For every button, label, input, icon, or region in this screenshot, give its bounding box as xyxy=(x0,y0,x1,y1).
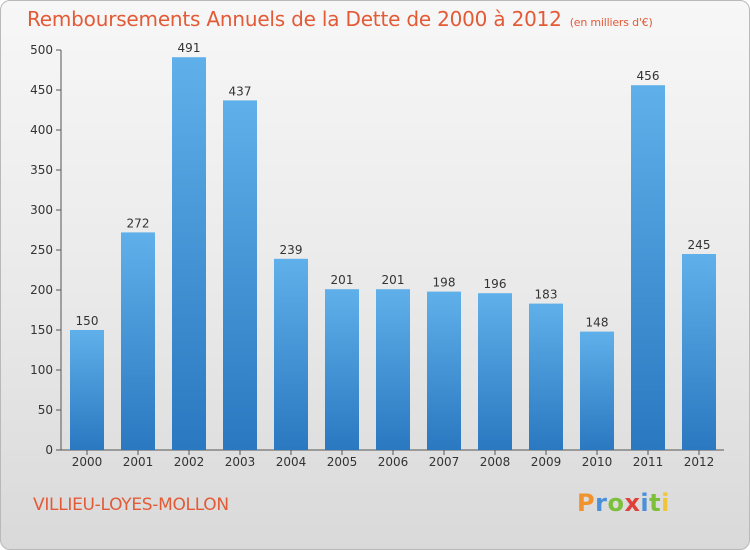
bars: 150 272 491 437 239 201 201 198 196 183 148 456 245 xyxy=(70,41,716,451)
logo-letter: i xyxy=(640,489,650,517)
axes: 0 50 100 150 200 250 300 350 400 450 500 2000 2001 20… xyxy=(30,43,724,469)
data-label: 491 xyxy=(178,41,201,55)
y-tick-label: 100 xyxy=(30,363,53,377)
bar xyxy=(427,291,461,450)
logo-letter: x xyxy=(624,489,641,517)
logo-letter: P xyxy=(577,489,596,517)
chart-unit: (en milliers d'€) xyxy=(569,16,653,29)
bar xyxy=(121,232,155,450)
data-label: 196 xyxy=(484,277,507,291)
bar xyxy=(172,57,206,450)
x-tick-label: 2000 xyxy=(72,455,103,469)
x-tick-label: 2011 xyxy=(633,455,664,469)
bar xyxy=(529,303,563,450)
bar xyxy=(70,330,104,450)
bar xyxy=(631,85,665,450)
logo-letter: i xyxy=(661,489,670,517)
bar xyxy=(325,289,359,450)
bar xyxy=(682,254,716,450)
data-label: 183 xyxy=(535,288,558,302)
bar xyxy=(580,331,614,450)
logo-letter: o xyxy=(607,489,625,517)
x-tick-label: 2012 xyxy=(684,455,715,469)
data-label: 148 xyxy=(586,316,609,330)
data-label: 201 xyxy=(382,273,405,287)
data-label: 456 xyxy=(637,69,660,83)
y-tick-label: 150 xyxy=(30,323,53,337)
chart-title: Remboursements Annuels de la Dette de 20… xyxy=(27,7,653,31)
data-label: 239 xyxy=(280,243,303,257)
commune-name: VILLIEU-LOYES-MOLLON xyxy=(33,495,229,515)
x-tick-label: 2002 xyxy=(174,455,205,469)
data-label: 198 xyxy=(433,276,456,290)
x-tick-label: 2007 xyxy=(429,455,460,469)
proxiti-logo: Proxiti xyxy=(577,489,670,517)
bar xyxy=(478,293,512,450)
logo-letter: r xyxy=(595,489,608,517)
y-tick-label: 250 xyxy=(30,243,53,257)
logo-letter: t xyxy=(649,489,662,517)
x-tick-label: 2004 xyxy=(276,455,307,469)
data-label: 201 xyxy=(331,273,354,287)
x-tick-label: 2003 xyxy=(225,455,256,469)
y-tick-label: 0 xyxy=(45,443,53,457)
y-tick-label: 450 xyxy=(30,83,53,97)
y-tick-label: 500 xyxy=(30,43,53,57)
x-tick-label: 2010 xyxy=(582,455,613,469)
y-tick-label: 350 xyxy=(30,163,53,177)
x-tick-label: 2001 xyxy=(123,455,154,469)
data-label: 245 xyxy=(688,238,711,252)
y-tick-label: 300 xyxy=(30,203,53,217)
bar xyxy=(376,289,410,450)
chart-title-text: Remboursements Annuels de la Dette de 20… xyxy=(27,7,562,31)
x-tick-label: 2006 xyxy=(378,455,409,469)
y-tick-label: 200 xyxy=(30,283,53,297)
bar xyxy=(274,258,308,450)
y-tick-label: 50 xyxy=(38,403,53,417)
x-tick-label: 2008 xyxy=(480,455,511,469)
data-label: 150 xyxy=(76,314,99,328)
data-label: 437 xyxy=(229,84,252,98)
x-tick-label: 2005 xyxy=(327,455,358,469)
bar xyxy=(223,100,257,451)
y-tick-label: 400 xyxy=(30,123,53,137)
x-tick-label: 2009 xyxy=(531,455,562,469)
data-label: 272 xyxy=(127,216,150,230)
